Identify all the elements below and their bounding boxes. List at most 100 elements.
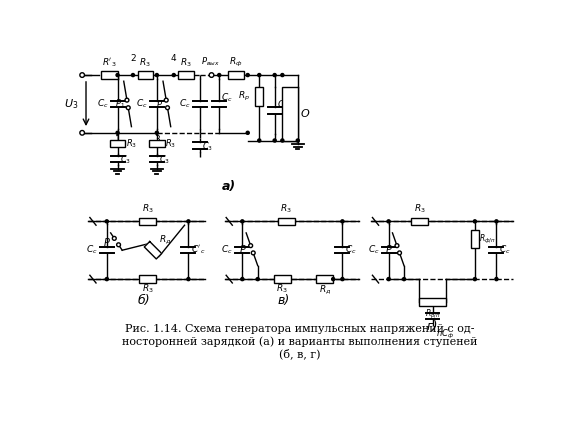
Bar xyxy=(317,275,333,283)
Bar xyxy=(178,71,194,79)
Circle shape xyxy=(281,74,284,77)
Circle shape xyxy=(387,278,390,281)
Text: $R_3$: $R_3$ xyxy=(180,56,192,69)
Circle shape xyxy=(172,74,175,77)
Circle shape xyxy=(241,220,244,223)
Circle shape xyxy=(258,139,261,142)
Text: Рис. 1.14. Схема генератора импульсных напряжений с од-: Рис. 1.14. Схема генератора импульсных н… xyxy=(124,324,474,334)
Text: $C_ф$: $C_ф$ xyxy=(277,99,290,113)
Circle shape xyxy=(251,251,255,255)
Text: $nC_ф$: $nC_ф$ xyxy=(436,328,454,342)
Text: $C_c$: $C_c$ xyxy=(368,244,380,256)
Text: в): в) xyxy=(278,294,290,307)
Text: $P$: $P$ xyxy=(239,243,246,255)
Text: $P$: $P$ xyxy=(156,98,163,110)
Circle shape xyxy=(402,278,405,281)
Circle shape xyxy=(256,278,259,281)
Text: $U_3$: $U_3$ xyxy=(64,97,78,111)
Circle shape xyxy=(155,74,158,77)
Text: $R_3$: $R_3$ xyxy=(280,203,292,215)
Text: $C_3$: $C_3$ xyxy=(120,154,131,166)
Text: а): а) xyxy=(221,180,235,193)
Circle shape xyxy=(117,243,120,247)
Circle shape xyxy=(155,131,158,134)
Text: $R_3$: $R_3$ xyxy=(142,283,154,295)
Text: носторонней зарядкой (а) и варианты выполнения ступеней: носторонней зарядкой (а) и варианты выпо… xyxy=(121,336,477,347)
Circle shape xyxy=(125,98,129,102)
Text: 1: 1 xyxy=(114,135,120,144)
Circle shape xyxy=(273,139,276,142)
Text: $C_c$: $C_c$ xyxy=(221,91,232,104)
Text: $R'_3$: $R'_3$ xyxy=(102,56,116,69)
Circle shape xyxy=(341,220,344,223)
Circle shape xyxy=(241,278,244,281)
Text: 2: 2 xyxy=(130,54,136,63)
Text: $C_c$: $C_c$ xyxy=(96,98,109,110)
Text: г): г) xyxy=(427,320,438,333)
Text: $R_3$: $R_3$ xyxy=(142,203,154,215)
Circle shape xyxy=(126,106,130,110)
Text: $C_3$: $C_3$ xyxy=(202,140,213,153)
Text: $P_1$: $P_1$ xyxy=(115,98,125,110)
Circle shape xyxy=(495,278,498,281)
Text: б): б) xyxy=(137,294,150,307)
Circle shape xyxy=(80,130,85,135)
Bar xyxy=(110,140,126,147)
Text: (б, в, г): (б, в, г) xyxy=(279,349,320,359)
Bar xyxy=(255,87,263,106)
Circle shape xyxy=(341,278,344,281)
Circle shape xyxy=(473,278,477,281)
Text: $P$: $P$ xyxy=(385,243,393,255)
Circle shape xyxy=(273,74,276,77)
Circle shape xyxy=(116,74,119,77)
Bar xyxy=(139,275,156,283)
Text: $R_3$: $R_3$ xyxy=(276,283,288,295)
Text: $R_{p/п}$: $R_{p/п}$ xyxy=(425,307,440,321)
Bar xyxy=(282,87,298,141)
Text: $R_{ф/п}$: $R_{ф/п}$ xyxy=(479,233,496,246)
Circle shape xyxy=(387,220,390,223)
Bar xyxy=(149,140,165,147)
Bar xyxy=(100,71,117,79)
Text: 3: 3 xyxy=(154,135,160,144)
Circle shape xyxy=(209,73,214,78)
Circle shape xyxy=(112,236,116,240)
Text: $C_c$: $C_c$ xyxy=(345,244,356,256)
Text: $R_д$: $R_д$ xyxy=(318,283,331,296)
Circle shape xyxy=(187,220,190,223)
Circle shape xyxy=(246,131,249,134)
Circle shape xyxy=(187,278,190,281)
Circle shape xyxy=(495,220,498,223)
Text: $C'_c$: $C'_c$ xyxy=(191,244,205,256)
Bar xyxy=(411,217,428,225)
Text: $C_3$: $C_3$ xyxy=(159,154,171,166)
Circle shape xyxy=(80,73,85,78)
Text: $P_{вых}$: $P_{вых}$ xyxy=(201,55,220,68)
Bar xyxy=(471,230,479,248)
Bar xyxy=(419,298,446,306)
Circle shape xyxy=(164,98,168,102)
Bar xyxy=(228,71,244,79)
Bar xyxy=(278,217,295,225)
Text: $R_p$: $R_p$ xyxy=(238,90,250,103)
Circle shape xyxy=(131,74,134,77)
Bar xyxy=(274,275,291,283)
Text: $R_3$: $R_3$ xyxy=(126,137,137,150)
Text: $P$: $P$ xyxy=(103,236,111,248)
Text: $C_c$: $C_c$ xyxy=(179,98,191,110)
Bar xyxy=(139,217,156,225)
Text: $R_3$: $R_3$ xyxy=(165,137,176,150)
Text: О: О xyxy=(301,109,310,119)
Circle shape xyxy=(332,278,335,281)
Circle shape xyxy=(249,244,253,248)
Circle shape xyxy=(116,131,119,134)
Text: $C_c$: $C_c$ xyxy=(221,244,233,256)
Circle shape xyxy=(296,139,299,142)
Circle shape xyxy=(246,74,249,77)
Text: $R_3$: $R_3$ xyxy=(413,203,425,215)
Circle shape xyxy=(105,278,109,281)
Text: $C_c$: $C_c$ xyxy=(86,244,98,256)
Circle shape xyxy=(473,220,477,223)
Circle shape xyxy=(258,74,261,77)
Bar xyxy=(138,71,153,79)
